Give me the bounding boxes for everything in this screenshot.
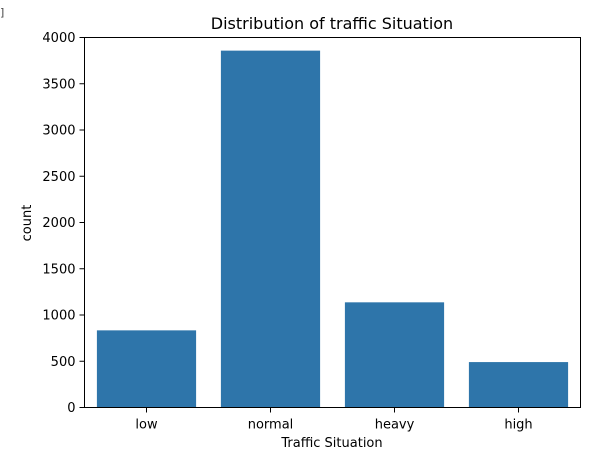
y-tick-label-2500: 2500 (42, 170, 75, 185)
bar-heavy (344, 302, 445, 408)
x-axis-label: Traffic Situation (280, 436, 382, 451)
y-axis: 0 500 1000 1500 2000 2500 3000 3500 4000 (42, 31, 85, 416)
x-tick-label-low: low (135, 418, 158, 433)
y-tick-label-1000: 1000 (42, 309, 75, 324)
x-tick-label-high: high (504, 418, 532, 433)
y-tick-label-3000: 3000 (42, 124, 75, 139)
bar-low (96, 330, 197, 408)
chart-title: Distribution of traffic Situation (211, 14, 453, 33)
x-axis: low normal heavy high (135, 407, 533, 433)
y-tick-label-2000: 2000 (42, 216, 75, 231)
y-axis-label: count (20, 205, 35, 242)
y-tick-label-4000: 4000 (42, 31, 75, 46)
x-tick-label-heavy: heavy (375, 418, 415, 433)
corner-mark: ] (0, 6, 5, 19)
bars-group (96, 50, 569, 408)
y-tick-label-3500: 3500 (42, 77, 75, 92)
y-tick-label-0: 0 (67, 401, 75, 416)
bar-normal (220, 50, 321, 408)
plot-frame (84, 37, 581, 408)
bar-high (468, 362, 569, 408)
y-tick-label-500: 500 (51, 355, 76, 370)
y-tick-label-1500: 1500 (42, 262, 75, 277)
x-tick-label-normal: normal (248, 418, 294, 433)
